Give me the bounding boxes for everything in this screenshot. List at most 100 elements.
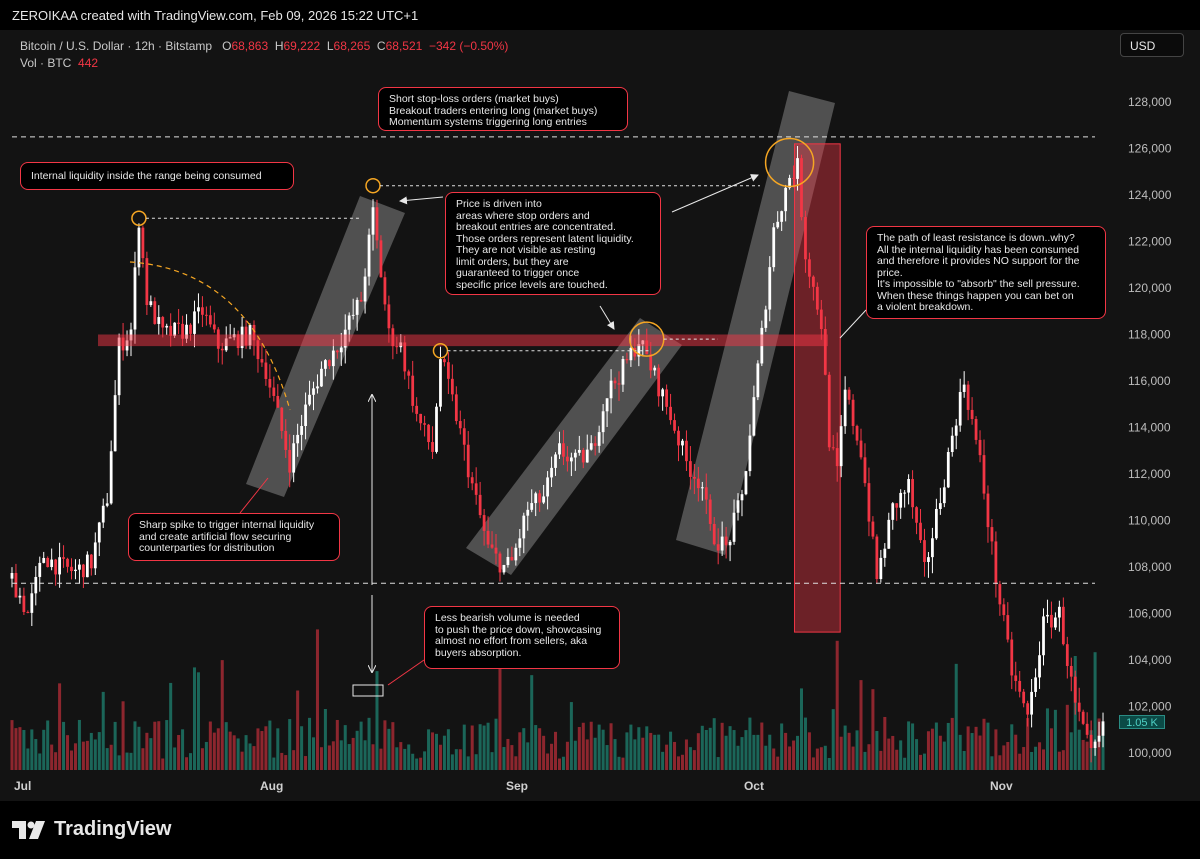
volume-bar: [169, 682, 173, 770]
volume-bar: [958, 734, 962, 770]
x-tick-label: Oct: [744, 779, 764, 793]
annotation-internal-liquidity: Internal liquidity inside the range bein…: [20, 162, 294, 190]
volume-bar: [478, 724, 482, 770]
candle-body: [815, 286, 819, 310]
candle-body: [85, 554, 89, 578]
y-tick-label: 112,000: [1128, 467, 1171, 481]
volume-bar: [573, 740, 577, 770]
candle-body: [93, 542, 97, 569]
volume-bar: [637, 727, 641, 770]
candle-body: [566, 456, 569, 462]
volume-bar: [819, 747, 823, 770]
candle-body: [331, 350, 335, 367]
candle-body: [998, 584, 1002, 605]
volume-bar: [137, 726, 141, 770]
candle-body: [153, 301, 157, 324]
candle-body: [169, 325, 173, 336]
candle-body: [46, 558, 50, 568]
candle-body: [732, 512, 736, 542]
volume-bar: [351, 737, 355, 770]
annotation-connector: [839, 309, 867, 339]
candle-body: [919, 522, 922, 541]
volume-bar: [835, 640, 839, 770]
volume-bar: [280, 752, 284, 770]
volume-label[interactable]: Vol · BTC: [20, 56, 72, 70]
candle-body: [907, 479, 911, 493]
candle-body: [823, 329, 827, 375]
open-label: O: [222, 39, 232, 53]
candle-body: [466, 444, 470, 478]
candle-body: [966, 384, 970, 410]
breakdown-box: [794, 143, 841, 633]
volume-bar: [359, 721, 363, 770]
candle-body: [550, 467, 553, 478]
candle-body: [931, 538, 934, 558]
candle-body: [419, 413, 423, 424]
volume-bar: [212, 732, 216, 770]
candle-body: [498, 553, 502, 573]
volume-bar: [89, 732, 93, 770]
candle-body: [978, 439, 982, 456]
candle-body: [891, 503, 895, 520]
candle-body: [173, 322, 177, 336]
volume-bar: [815, 748, 819, 770]
candle-body: [915, 507, 918, 523]
candle-body: [101, 505, 105, 523]
volume-bar: [141, 748, 145, 770]
volume-bar: [66, 735, 70, 770]
candle-body: [942, 487, 946, 504]
volume-bar: [355, 730, 359, 770]
volume-bar: [597, 724, 601, 770]
candle-body: [756, 363, 760, 398]
candle-body: [522, 515, 526, 539]
candle-body: [363, 276, 367, 302]
candle-body: [796, 158, 799, 179]
candle-body: [470, 477, 474, 484]
volume-bar: [875, 730, 879, 770]
candle-body: [986, 493, 990, 528]
annotation-arrow: [599, 305, 615, 330]
currency-button[interactable]: USD: [1120, 33, 1184, 57]
volume-bar: [760, 722, 764, 770]
volume-bar: [744, 730, 748, 770]
volume-bar: [244, 735, 248, 770]
candle-body: [335, 350, 339, 353]
volume-bar: [772, 748, 776, 770]
candle-body: [994, 541, 998, 585]
candle-body: [506, 556, 510, 566]
volume-bar: [915, 739, 919, 770]
candle-body: [577, 449, 581, 453]
volume-bar: [1069, 732, 1073, 770]
price-chart[interactable]: 100,000 102,000 104,000 106,000 108,000 110,0…: [0, 0, 1200, 801]
chart-panel[interactable]: [0, 30, 1200, 801]
candle-body: [851, 399, 855, 426]
candle-body: [490, 544, 494, 548]
volume-bar: [1061, 750, 1065, 770]
y-tick-label: 110,000: [1128, 514, 1171, 528]
volume-bar: [1081, 739, 1085, 770]
candle-body: [645, 340, 649, 355]
volume-bar: [871, 689, 875, 770]
candle-body: [903, 492, 907, 494]
volume-bar: [216, 728, 220, 770]
volume-bar: [347, 744, 351, 770]
volume-bar: [982, 718, 986, 770]
volume-bar: [724, 735, 728, 770]
y-tick-label: 106,000: [1128, 607, 1172, 621]
volume-bar: [629, 724, 633, 770]
volume-bar: [669, 731, 673, 770]
volume-bar: [26, 748, 30, 770]
candle-body: [895, 503, 899, 508]
candle-body: [800, 158, 803, 218]
volume-bars: [10, 629, 1105, 770]
candle-body: [736, 500, 740, 513]
symbol-title[interactable]: Bitcoin / U.S. Dollar · 12h · Bitstamp: [20, 39, 213, 53]
price-channel: [676, 91, 835, 555]
volume-bar: [189, 753, 193, 770]
volume-bar: [97, 732, 101, 770]
volume-bar: [613, 739, 617, 770]
candle-body: [316, 386, 319, 389]
candle-body: [1042, 616, 1045, 656]
candle-body: [677, 430, 680, 446]
candle-body: [454, 394, 458, 422]
